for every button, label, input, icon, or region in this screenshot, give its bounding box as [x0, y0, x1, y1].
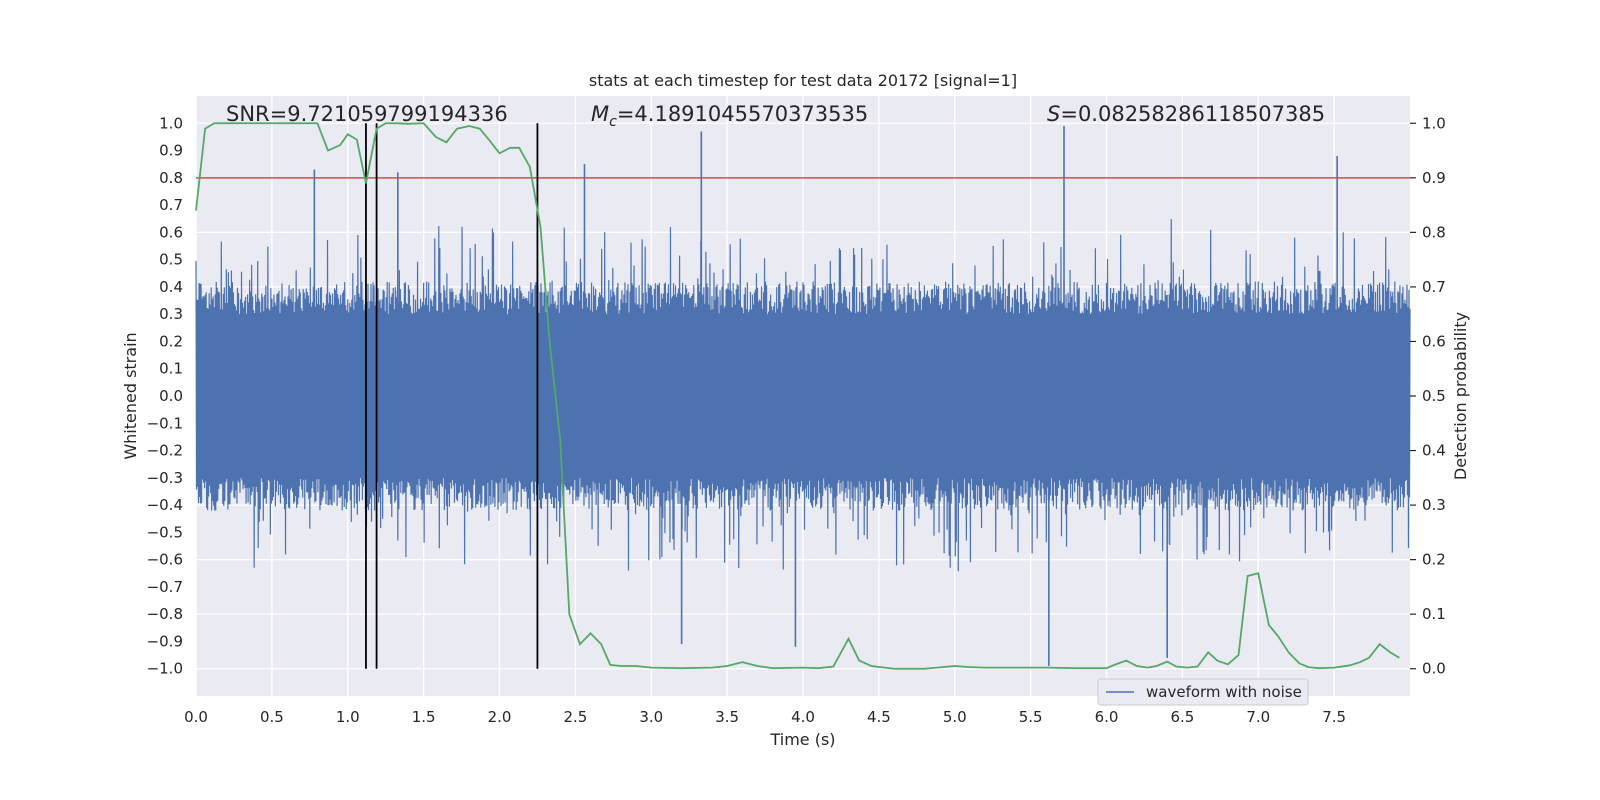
x-tick-label: 1.0: [336, 708, 360, 726]
y-left-tick-label: −0.4: [147, 496, 183, 514]
y-left-tick-label: 1.0: [159, 114, 183, 132]
x-tick-label: 6.5: [1170, 708, 1194, 726]
y-right-tick-label: 0.7: [1422, 278, 1446, 296]
probability-series: [195, 122, 1400, 670]
y-left-tick-label: 0.5: [159, 251, 183, 269]
y-axis-right-label: Detection probability: [1451, 312, 1470, 480]
snr-annotation: SNR=9.721059799194336: [226, 102, 508, 126]
x-tick-label: 0.0: [184, 708, 208, 726]
y-right-tick-label: 0.4: [1422, 442, 1446, 460]
s-symbol: S: [1047, 102, 1060, 126]
x-tick-label: 1.5: [412, 708, 436, 726]
y-left-tick-label: −0.8: [147, 605, 183, 623]
x-tick-label: 2.0: [488, 708, 512, 726]
x-tick-label: 3.0: [639, 708, 663, 726]
mc-symbol: M: [591, 102, 609, 126]
y-left-tick-label: 0.1: [159, 360, 183, 378]
y-right-tick-label: 0.9: [1422, 169, 1446, 187]
y-axis-left-label: Whitened strain: [121, 332, 140, 459]
y-left-tick-label: −0.5: [147, 523, 183, 541]
y-left-tick-label: 0.7: [159, 196, 183, 214]
x-tick-label: 5.5: [1019, 708, 1043, 726]
x-tick-label: 4.5: [867, 708, 891, 726]
y-left-tick-label: −0.7: [147, 578, 183, 596]
x-tick-label: 5.0: [943, 708, 967, 726]
y-right-tick-label: 0.5: [1422, 387, 1446, 405]
mc-annotation: Mc=4.1891045570373535: [591, 102, 868, 130]
mc-subscript: c: [609, 114, 617, 130]
y-right-tick-label: 0.8: [1422, 223, 1446, 241]
legend-box: [1097, 678, 1309, 706]
y-left-tick-label: 0.3: [159, 305, 183, 323]
y-right-tick-label: 0.2: [1422, 551, 1446, 569]
chart-title: stats at each timestep for test data 201…: [589, 71, 1017, 90]
x-tick-label: 4.0: [791, 708, 815, 726]
y-right-tick-label: 0.1: [1422, 605, 1446, 623]
y-left-tick-label: −0.1: [147, 414, 183, 432]
x-tick-label: 7.5: [1322, 708, 1346, 726]
x-tick-label: 2.5: [563, 708, 587, 726]
y-axis-right-ticks: 1.0 0.9 0.8 0.7 0.6 0.5 0.4 0.3 0.2 0.1 0.0: [1410, 114, 1446, 678]
y-axis-left-ticks: 1.0 0.9 0.8 0.7 0.6 0.5 0.4 0.3 0.2 0.1 0.0 −0.1 −0.…: [147, 114, 183, 677]
y-left-tick-label: −1.0: [147, 660, 183, 678]
s-value: =0.08258286118507385: [1060, 102, 1325, 126]
y-left-tick-label: 0.9: [159, 142, 183, 160]
x-tick-label: 3.5: [715, 708, 739, 726]
y-right-tick-label: 1.0: [1422, 114, 1446, 132]
y-right-tick-label: 0.3: [1422, 496, 1446, 514]
y-left-tick-label: 0.8: [159, 169, 183, 187]
waveform-series: [195, 126, 1411, 666]
x-tick-label: 7.0: [1246, 708, 1270, 726]
y-left-tick-label: 0.0: [159, 387, 183, 405]
legend-label-waveform: waveform with noise: [1146, 683, 1302, 701]
x-axis-ticks: 0.0 0.5 1.0 1.5 2.0 2.5 3.0 3.5 4.0 4.5 5.0 5.5 6.0 6…: [184, 708, 1346, 726]
s-annotation: S=0.08258286118507385: [1047, 102, 1325, 126]
y-left-tick-label: 0.6: [159, 223, 183, 241]
mc-value: =4.1891045570373535: [617, 102, 868, 126]
y-left-tick-label: −0.3: [147, 469, 183, 487]
x-tick-label: 0.5: [260, 708, 284, 726]
y-left-tick-label: 0.2: [159, 332, 183, 350]
waveform-band: [196, 341, 1410, 451]
y-left-tick-label: 0.4: [159, 278, 183, 296]
probability-line: [195, 122, 1400, 670]
y-right-tick-label: 0.6: [1422, 332, 1446, 350]
x-tick-label: 6.0: [1095, 708, 1119, 726]
y-left-tick-label: −0.9: [147, 632, 183, 650]
y-right-tick-label: 0.0: [1422, 660, 1446, 678]
y-left-tick-label: −0.6: [147, 551, 183, 569]
legend: waveform with noise: [1097, 678, 1309, 706]
y-left-tick-label: −0.2: [147, 442, 183, 460]
x-axis-label: Time (s): [769, 730, 835, 749]
